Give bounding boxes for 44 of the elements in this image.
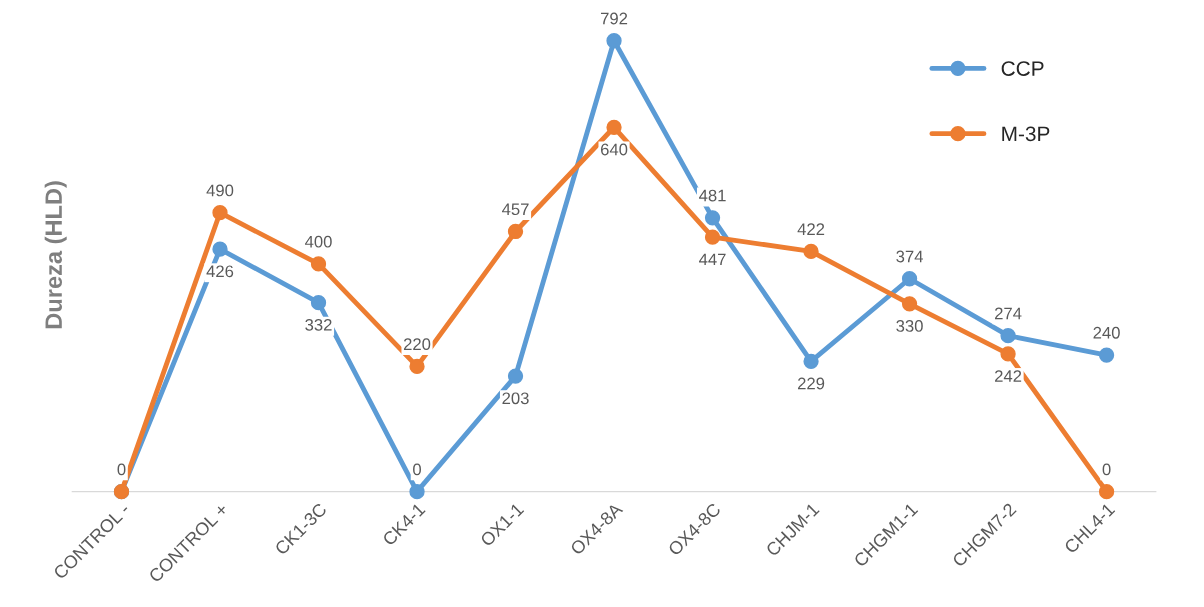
point: [704, 229, 721, 245]
point: [310, 256, 327, 272]
data-label: 400: [304, 235, 332, 248]
point: [1098, 484, 1115, 500]
point: [803, 353, 819, 369]
point: [606, 119, 622, 135]
data-label: 0: [117, 463, 126, 476]
data-label: 792: [600, 12, 628, 25]
point: [704, 210, 721, 226]
point: [1000, 328, 1016, 344]
data-label: 330: [896, 320, 923, 332]
data-label: 332: [305, 318, 332, 331]
data-label: 242: [995, 370, 1022, 382]
data-label: 374: [896, 250, 923, 263]
data-label: 220: [403, 338, 431, 351]
point: [409, 358, 425, 375]
point: [409, 484, 425, 500]
data-label: 274: [995, 307, 1022, 320]
data-label: 447: [699, 253, 726, 266]
data-label: 457: [502, 203, 529, 216]
point: [606, 33, 622, 49]
legend-label: M-3P: [1002, 126, 1050, 142]
point: [212, 241, 228, 257]
point: [901, 296, 918, 312]
point: [901, 271, 918, 287]
data-label: 481: [699, 189, 726, 202]
legend-label: CCP: [1001, 61, 1044, 76]
point: [803, 243, 819, 260]
point: [1000, 346, 1016, 362]
data-label: 490: [206, 184, 234, 197]
data-label: 426: [206, 265, 234, 278]
y-axis-title: Dureza (HLD): [44, 181, 67, 329]
data-label: 229: [797, 377, 825, 390]
point: [310, 295, 327, 311]
point: [507, 368, 524, 384]
data-label: 0: [413, 463, 421, 476]
data-label: 640: [600, 143, 628, 156]
data-label: 422: [797, 223, 825, 235]
point: [1098, 347, 1115, 363]
point: [507, 223, 524, 240]
data-label: 0: [1102, 463, 1111, 476]
data-label: 240: [1093, 326, 1120, 339]
data-label: 203: [502, 392, 529, 405]
point: [212, 205, 228, 221]
